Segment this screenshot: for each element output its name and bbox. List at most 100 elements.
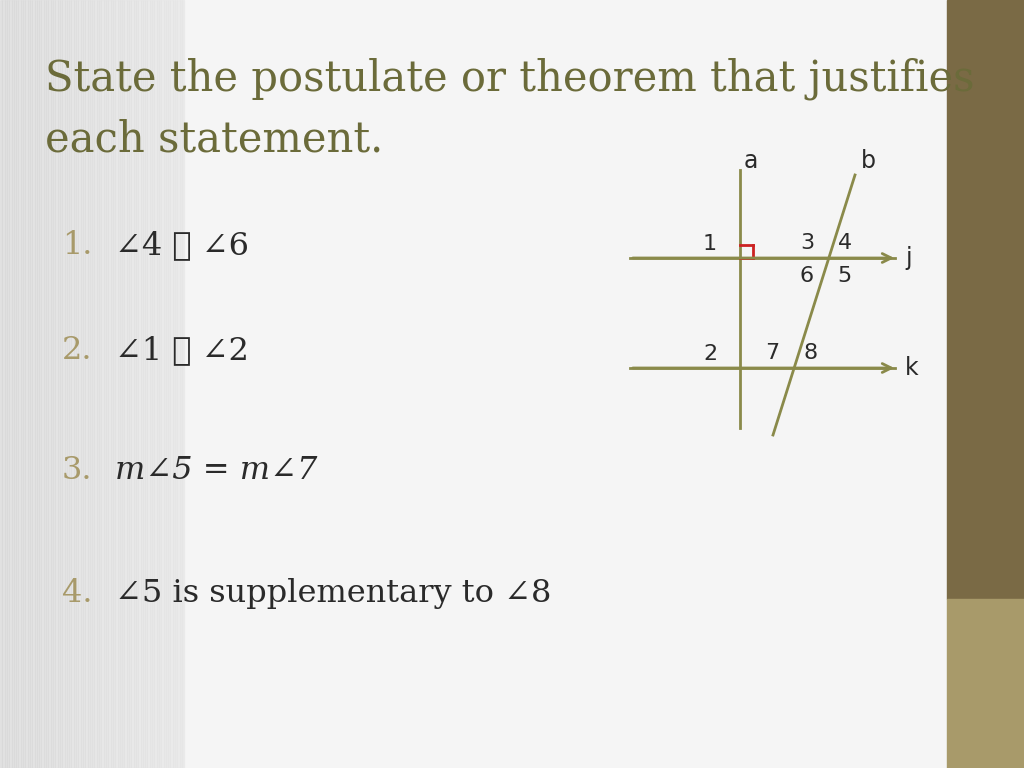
Bar	[947, 0, 1024, 599]
Bar	[7, 0, 9, 768]
Bar	[155, 0, 157, 768]
Bar	[150, 0, 152, 768]
Bar	[37, 0, 39, 768]
Text: 2: 2	[702, 344, 717, 364]
Bar	[138, 0, 140, 768]
Bar	[74, 0, 76, 768]
Bar	[76, 0, 78, 768]
Bar	[166, 0, 168, 768]
Bar	[152, 0, 155, 768]
Bar	[103, 0, 106, 768]
Text: j: j	[905, 246, 911, 270]
Bar	[90, 0, 92, 768]
Bar	[92, 0, 94, 768]
Text: m∠5 = m∠7: m∠5 = m∠7	[115, 455, 317, 486]
Bar	[4, 0, 7, 768]
Bar	[168, 0, 170, 768]
Bar	[111, 0, 113, 768]
Bar	[0, 0, 2, 768]
Bar	[947, 599, 1024, 768]
Text: 1: 1	[702, 234, 717, 254]
Bar	[53, 0, 55, 768]
Text: each statement.: each statement.	[45, 118, 383, 160]
Bar	[16, 0, 18, 768]
Bar	[83, 0, 85, 768]
Bar	[35, 0, 37, 768]
Text: 8: 8	[803, 343, 817, 363]
Bar	[99, 0, 101, 768]
Bar	[9, 0, 11, 768]
Bar	[44, 0, 46, 768]
Bar	[33, 0, 35, 768]
Bar	[180, 0, 182, 768]
Text: 7: 7	[765, 343, 779, 363]
Bar	[41, 0, 44, 768]
Bar	[170, 0, 173, 768]
Text: ∠4 ≅ ∠6: ∠4 ≅ ∠6	[115, 230, 249, 261]
Bar	[57, 0, 59, 768]
Bar	[94, 0, 96, 768]
Bar	[51, 0, 53, 768]
Bar	[20, 0, 23, 768]
Bar	[145, 0, 147, 768]
Bar	[62, 0, 65, 768]
Bar	[85, 0, 88, 768]
Bar	[120, 0, 122, 768]
Text: ∠5 is supplementary to ∠8: ∠5 is supplementary to ∠8	[115, 578, 551, 609]
Bar	[46, 0, 48, 768]
Text: 5: 5	[838, 266, 852, 286]
Bar	[48, 0, 51, 768]
Bar	[96, 0, 99, 768]
Bar	[70, 0, 72, 768]
Bar	[106, 0, 109, 768]
Text: k: k	[905, 356, 919, 380]
Text: 4: 4	[838, 233, 852, 253]
Text: 3.: 3.	[62, 455, 92, 486]
Bar	[162, 0, 164, 768]
Bar	[65, 0, 67, 768]
Bar	[164, 0, 166, 768]
Bar	[109, 0, 111, 768]
Bar	[125, 0, 127, 768]
Bar	[173, 0, 175, 768]
Text: 1.: 1.	[62, 230, 92, 261]
Bar	[157, 0, 159, 768]
Bar	[115, 0, 118, 768]
Bar	[67, 0, 70, 768]
Bar	[55, 0, 57, 768]
Bar	[122, 0, 125, 768]
Bar	[101, 0, 103, 768]
Bar	[142, 0, 145, 768]
Bar	[136, 0, 138, 768]
Bar	[127, 0, 129, 768]
Bar	[140, 0, 142, 768]
Bar	[18, 0, 20, 768]
Bar	[113, 0, 115, 768]
Bar	[59, 0, 62, 768]
Bar	[81, 0, 83, 768]
Bar	[39, 0, 41, 768]
Bar	[78, 0, 81, 768]
Text: a: a	[744, 149, 759, 173]
Text: 2.: 2.	[62, 335, 92, 366]
Bar	[177, 0, 180, 768]
Bar	[118, 0, 120, 768]
Text: 6: 6	[800, 266, 814, 286]
Bar	[26, 0, 28, 768]
Bar	[28, 0, 30, 768]
Text: b: b	[861, 149, 876, 173]
Bar	[159, 0, 162, 768]
Bar	[87, 0, 90, 768]
Text: State the postulate or theorem that justifies: State the postulate or theorem that just…	[45, 58, 975, 101]
Bar	[2, 0, 4, 768]
Bar	[11, 0, 14, 768]
Bar	[133, 0, 136, 768]
Bar	[131, 0, 133, 768]
Bar	[30, 0, 33, 768]
Bar	[14, 0, 16, 768]
Bar	[23, 0, 26, 768]
Text: ∠1 ≅ ∠2: ∠1 ≅ ∠2	[115, 335, 249, 366]
Text: 4.: 4.	[62, 578, 92, 609]
Bar	[72, 0, 74, 768]
Bar	[182, 0, 184, 768]
